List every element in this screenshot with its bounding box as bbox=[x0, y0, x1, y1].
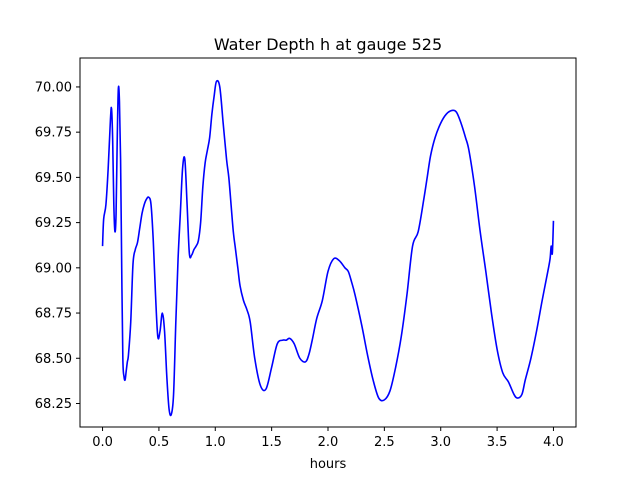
axes-frame bbox=[79, 57, 577, 428]
y-tick-label: 68.75 bbox=[35, 307, 72, 322]
x-tick-label: 2.5 bbox=[374, 435, 395, 450]
x-axis-label: hours bbox=[310, 457, 347, 472]
x-tick-label: 4.0 bbox=[543, 435, 564, 450]
x-tick-label: 3.0 bbox=[430, 435, 451, 450]
y-tick-label: 70.00 bbox=[35, 80, 72, 95]
y-tick-label: 68.25 bbox=[35, 397, 72, 412]
y-axis: 68.25 68.50 68.75 69.00 69.25 69.50 69.75 70.00 bbox=[35, 80, 80, 412]
x-tick-label: 1.0 bbox=[205, 435, 226, 450]
x-tick-label: 1.5 bbox=[261, 435, 282, 450]
y-tick-label: 69.00 bbox=[35, 261, 72, 276]
y-tick-label: 69.50 bbox=[35, 171, 72, 186]
x-axis: 0.0 0.5 1.0 1.5 2.0 2.5 3.0 3.5 4.0 bbox=[92, 427, 564, 450]
chart-title: Water Depth h at gauge 525 bbox=[214, 35, 442, 54]
x-tick-label: 0.0 bbox=[92, 435, 113, 450]
plot-area bbox=[101, 79, 555, 417]
x-tick-label: 0.5 bbox=[149, 435, 170, 450]
y-tick-label: 68.50 bbox=[35, 352, 72, 367]
y-tick-label: 69.75 bbox=[35, 126, 72, 141]
y-tick-label: 69.25 bbox=[35, 216, 72, 231]
series-line-water-depth bbox=[101, 79, 555, 417]
x-tick-label: 2.0 bbox=[318, 435, 339, 450]
x-tick-label: 3.5 bbox=[487, 435, 508, 450]
